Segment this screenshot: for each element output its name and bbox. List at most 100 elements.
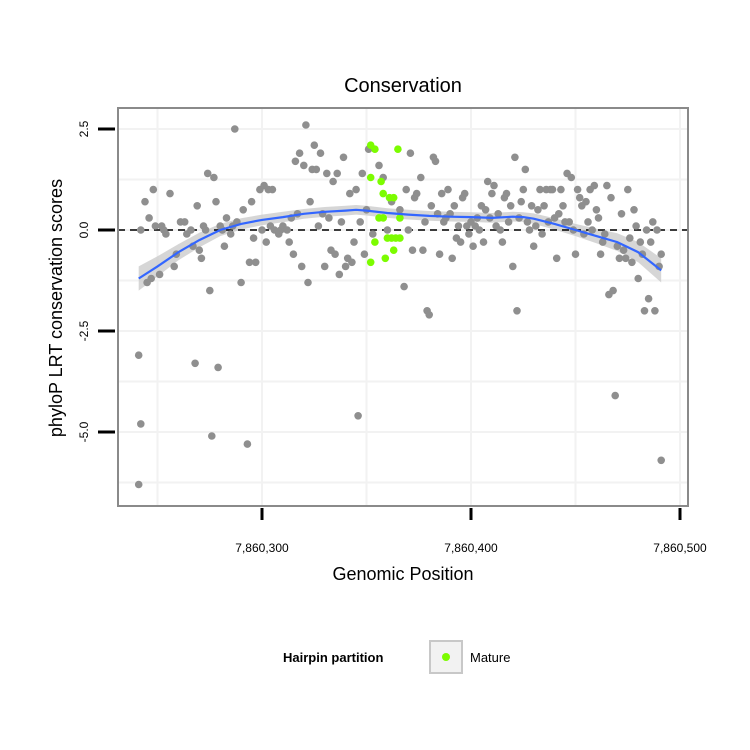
data-point-mature bbox=[366, 173, 375, 182]
data-point bbox=[206, 286, 214, 295]
data-point bbox=[642, 226, 651, 234]
data-point bbox=[220, 242, 229, 250]
data-point bbox=[421, 218, 429, 226]
data-point bbox=[481, 206, 490, 214]
data-point bbox=[304, 278, 312, 287]
data-point bbox=[425, 311, 434, 319]
data-point bbox=[506, 202, 515, 210]
data-point bbox=[337, 218, 346, 226]
data-point-mature bbox=[389, 193, 398, 202]
data-point bbox=[283, 226, 291, 234]
data-point bbox=[402, 185, 411, 194]
data-point bbox=[166, 189, 174, 198]
data-point bbox=[245, 258, 254, 267]
y-axis-title: phyloP LRT conservation scores bbox=[46, 179, 66, 437]
data-point bbox=[134, 351, 143, 360]
data-point bbox=[141, 197, 149, 206]
legend-key-box bbox=[429, 640, 463, 674]
data-point bbox=[237, 278, 245, 287]
data-point bbox=[356, 218, 365, 226]
data-point bbox=[513, 307, 521, 315]
data-point bbox=[588, 226, 596, 234]
data-point bbox=[534, 206, 542, 214]
data-point bbox=[325, 214, 333, 222]
data-point bbox=[431, 157, 440, 166]
data-point bbox=[208, 432, 216, 440]
data-point bbox=[396, 206, 404, 214]
data-point bbox=[571, 250, 580, 258]
data-point bbox=[479, 238, 488, 246]
data-point bbox=[540, 202, 548, 210]
data-point bbox=[408, 246, 417, 254]
data-point bbox=[523, 218, 532, 226]
data-point bbox=[596, 250, 605, 258]
data-point bbox=[203, 169, 212, 178]
data-point bbox=[258, 226, 266, 234]
data-point-mature bbox=[377, 177, 385, 186]
data-point bbox=[437, 189, 446, 198]
data-point bbox=[137, 226, 145, 234]
data-point-mature bbox=[379, 214, 388, 222]
data-point bbox=[488, 189, 496, 198]
data-point bbox=[251, 258, 260, 267]
data-point bbox=[454, 222, 463, 230]
data-point bbox=[444, 185, 452, 194]
data-point bbox=[180, 218, 189, 226]
data-point bbox=[594, 214, 603, 222]
data-point bbox=[147, 274, 155, 283]
data-point bbox=[490, 181, 498, 190]
data-point bbox=[300, 161, 308, 170]
data-point bbox=[310, 141, 319, 149]
data-point bbox=[498, 238, 507, 246]
data-point bbox=[341, 262, 350, 271]
data-point bbox=[335, 270, 344, 279]
data-point bbox=[525, 226, 534, 234]
data-point bbox=[323, 169, 331, 178]
data-point bbox=[348, 258, 356, 267]
data-point bbox=[400, 282, 408, 291]
data-point bbox=[247, 197, 256, 206]
data-point bbox=[613, 242, 622, 250]
data-point bbox=[352, 185, 360, 194]
data-point bbox=[567, 173, 576, 182]
data-point bbox=[262, 238, 271, 246]
data-point bbox=[404, 226, 413, 234]
data-point bbox=[504, 218, 513, 226]
data-point bbox=[412, 189, 421, 198]
data-point bbox=[536, 185, 544, 194]
chart-title: Conservation bbox=[344, 75, 462, 97]
data-point bbox=[582, 197, 590, 206]
data-point bbox=[170, 262, 178, 271]
data-point-mature bbox=[381, 254, 390, 263]
data-point bbox=[592, 206, 601, 214]
data-point bbox=[358, 169, 367, 178]
x-tick-label: 7,860,400 bbox=[444, 541, 498, 555]
data-point bbox=[609, 286, 617, 295]
data-point bbox=[601, 230, 609, 238]
data-point bbox=[621, 254, 630, 263]
legend-title: Hairpin partition bbox=[283, 650, 383, 665]
data-point bbox=[657, 250, 665, 258]
data-point-mature bbox=[396, 234, 404, 242]
data-point bbox=[483, 177, 492, 186]
data-point bbox=[636, 238, 645, 246]
data-point bbox=[149, 185, 158, 194]
data-point bbox=[214, 363, 222, 372]
y-tick-label: 2.5 bbox=[77, 120, 91, 137]
data-point bbox=[197, 254, 206, 263]
legend: Hairpin partition Mature bbox=[283, 640, 510, 674]
panel-border bbox=[117, 107, 689, 507]
data-point-mature bbox=[371, 238, 379, 246]
data-point bbox=[538, 230, 546, 238]
data-point bbox=[137, 420, 145, 428]
data-point bbox=[249, 234, 258, 242]
data-point bbox=[575, 193, 584, 202]
x-tick-label: 7,860,300 bbox=[235, 541, 289, 555]
data-point bbox=[632, 222, 640, 230]
data-point bbox=[291, 157, 300, 166]
data-point bbox=[360, 250, 369, 258]
smooth-line bbox=[138, 208, 662, 280]
data-point bbox=[435, 250, 444, 258]
data-point bbox=[427, 202, 436, 210]
data-point bbox=[511, 153, 519, 162]
